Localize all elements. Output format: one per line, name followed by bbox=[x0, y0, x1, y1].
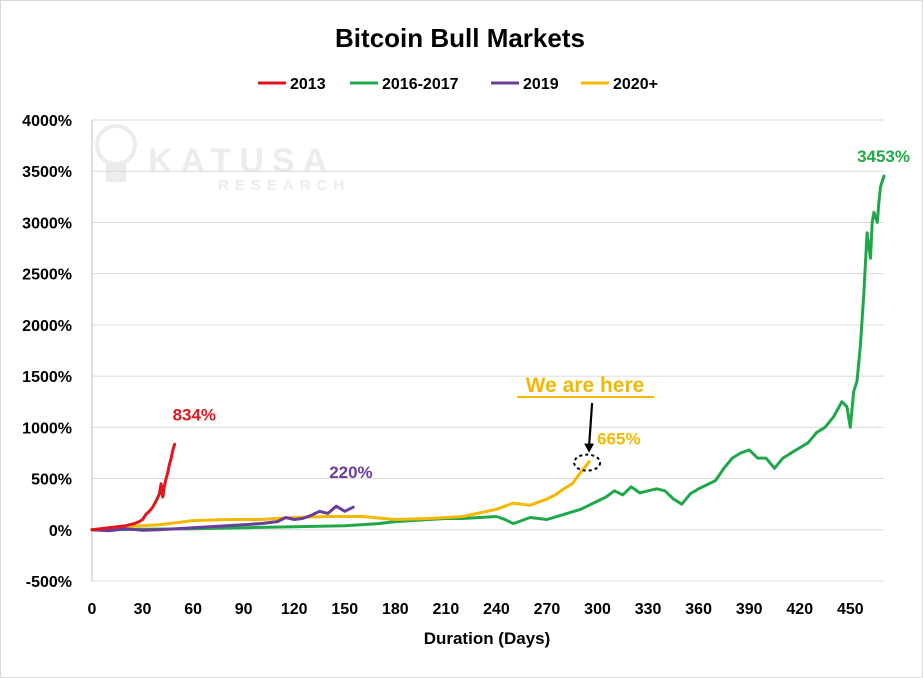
x-tick-label: 390 bbox=[736, 601, 763, 618]
callout: We are here bbox=[517, 374, 654, 472]
data-label: 3453% bbox=[857, 147, 910, 166]
watermark: KATUSA RESEARCH bbox=[95, 124, 350, 194]
data-label: 834% bbox=[173, 405, 216, 424]
x-tick-label: 90 bbox=[235, 601, 253, 618]
x-tick-label: 210 bbox=[433, 601, 460, 618]
x-tick-label: 360 bbox=[685, 601, 712, 618]
x-tick-label: 450 bbox=[837, 601, 864, 618]
x-tick-label: 330 bbox=[635, 601, 662, 618]
x-tick-label: 240 bbox=[483, 601, 510, 618]
x-tick-label: 120 bbox=[281, 601, 308, 618]
x-tick-label: 30 bbox=[134, 601, 152, 618]
series-line-2020+ bbox=[90, 460, 591, 532]
y-tick-label: 1500% bbox=[22, 369, 72, 386]
watermark-bulb-icon bbox=[95, 124, 137, 166]
legend: 2013 2016-2017 2019 2020+ bbox=[258, 76, 658, 93]
annotations: 834% 220% 665% 3453% bbox=[173, 147, 910, 482]
y-axis-ticks: -500% 0% 500% 1000% 1500% 2000% 2500% 3000% 3500… bbox=[22, 113, 72, 591]
watermark-line1: KATUSA bbox=[148, 142, 335, 180]
legend-label: 2020+ bbox=[613, 76, 658, 93]
x-tick-label: 150 bbox=[331, 601, 358, 618]
y-tick-label: 2000% bbox=[22, 318, 72, 335]
legend-label: 2013 bbox=[290, 76, 326, 93]
y-tick-label: 2500% bbox=[22, 267, 72, 284]
x-axis-label: Duration (Days) bbox=[424, 629, 551, 648]
callout-arrowhead-icon bbox=[584, 443, 595, 453]
data-label: 220% bbox=[329, 463, 372, 482]
y-tick-label: 3000% bbox=[22, 215, 72, 232]
x-tick-label: 180 bbox=[382, 601, 409, 618]
series-line-2016-2017 bbox=[90, 174, 886, 532]
y-tick-label: 500% bbox=[31, 472, 72, 489]
x-tick-label: 300 bbox=[584, 601, 611, 618]
callout-text: We are here bbox=[526, 374, 645, 397]
legend-label: 2019 bbox=[523, 76, 559, 93]
x-tick-label: 420 bbox=[786, 601, 813, 618]
watermark-line2: RESEARCH bbox=[218, 177, 350, 194]
callout-arrow bbox=[588, 402, 594, 446]
series-line-2013 bbox=[90, 442, 177, 532]
x-axis-ticks: 0 30 60 90 120 150 180 210 240 270 300 330 360 390 420… bbox=[88, 601, 864, 618]
data-label: 665% bbox=[597, 430, 640, 449]
y-tick-label: 1000% bbox=[22, 420, 72, 437]
chart-title: Bitcoin Bull Markets bbox=[335, 23, 585, 53]
y-tick-label: -500% bbox=[26, 574, 72, 591]
watermark-bulb-base bbox=[106, 164, 126, 182]
callout-dotted-circle bbox=[573, 453, 602, 472]
legend-label: 2016-2017 bbox=[382, 76, 459, 93]
x-tick-label: 60 bbox=[184, 601, 202, 618]
series-lines bbox=[90, 174, 886, 533]
y-tick-label: 0% bbox=[49, 523, 72, 540]
gridlines bbox=[91, 119, 884, 582]
y-tick-label: 3500% bbox=[22, 164, 72, 181]
x-tick-label: 0 bbox=[88, 601, 97, 618]
x-tick-label: 270 bbox=[534, 601, 561, 618]
y-tick-label: 4000% bbox=[22, 113, 72, 130]
series-line-2019 bbox=[90, 504, 355, 533]
